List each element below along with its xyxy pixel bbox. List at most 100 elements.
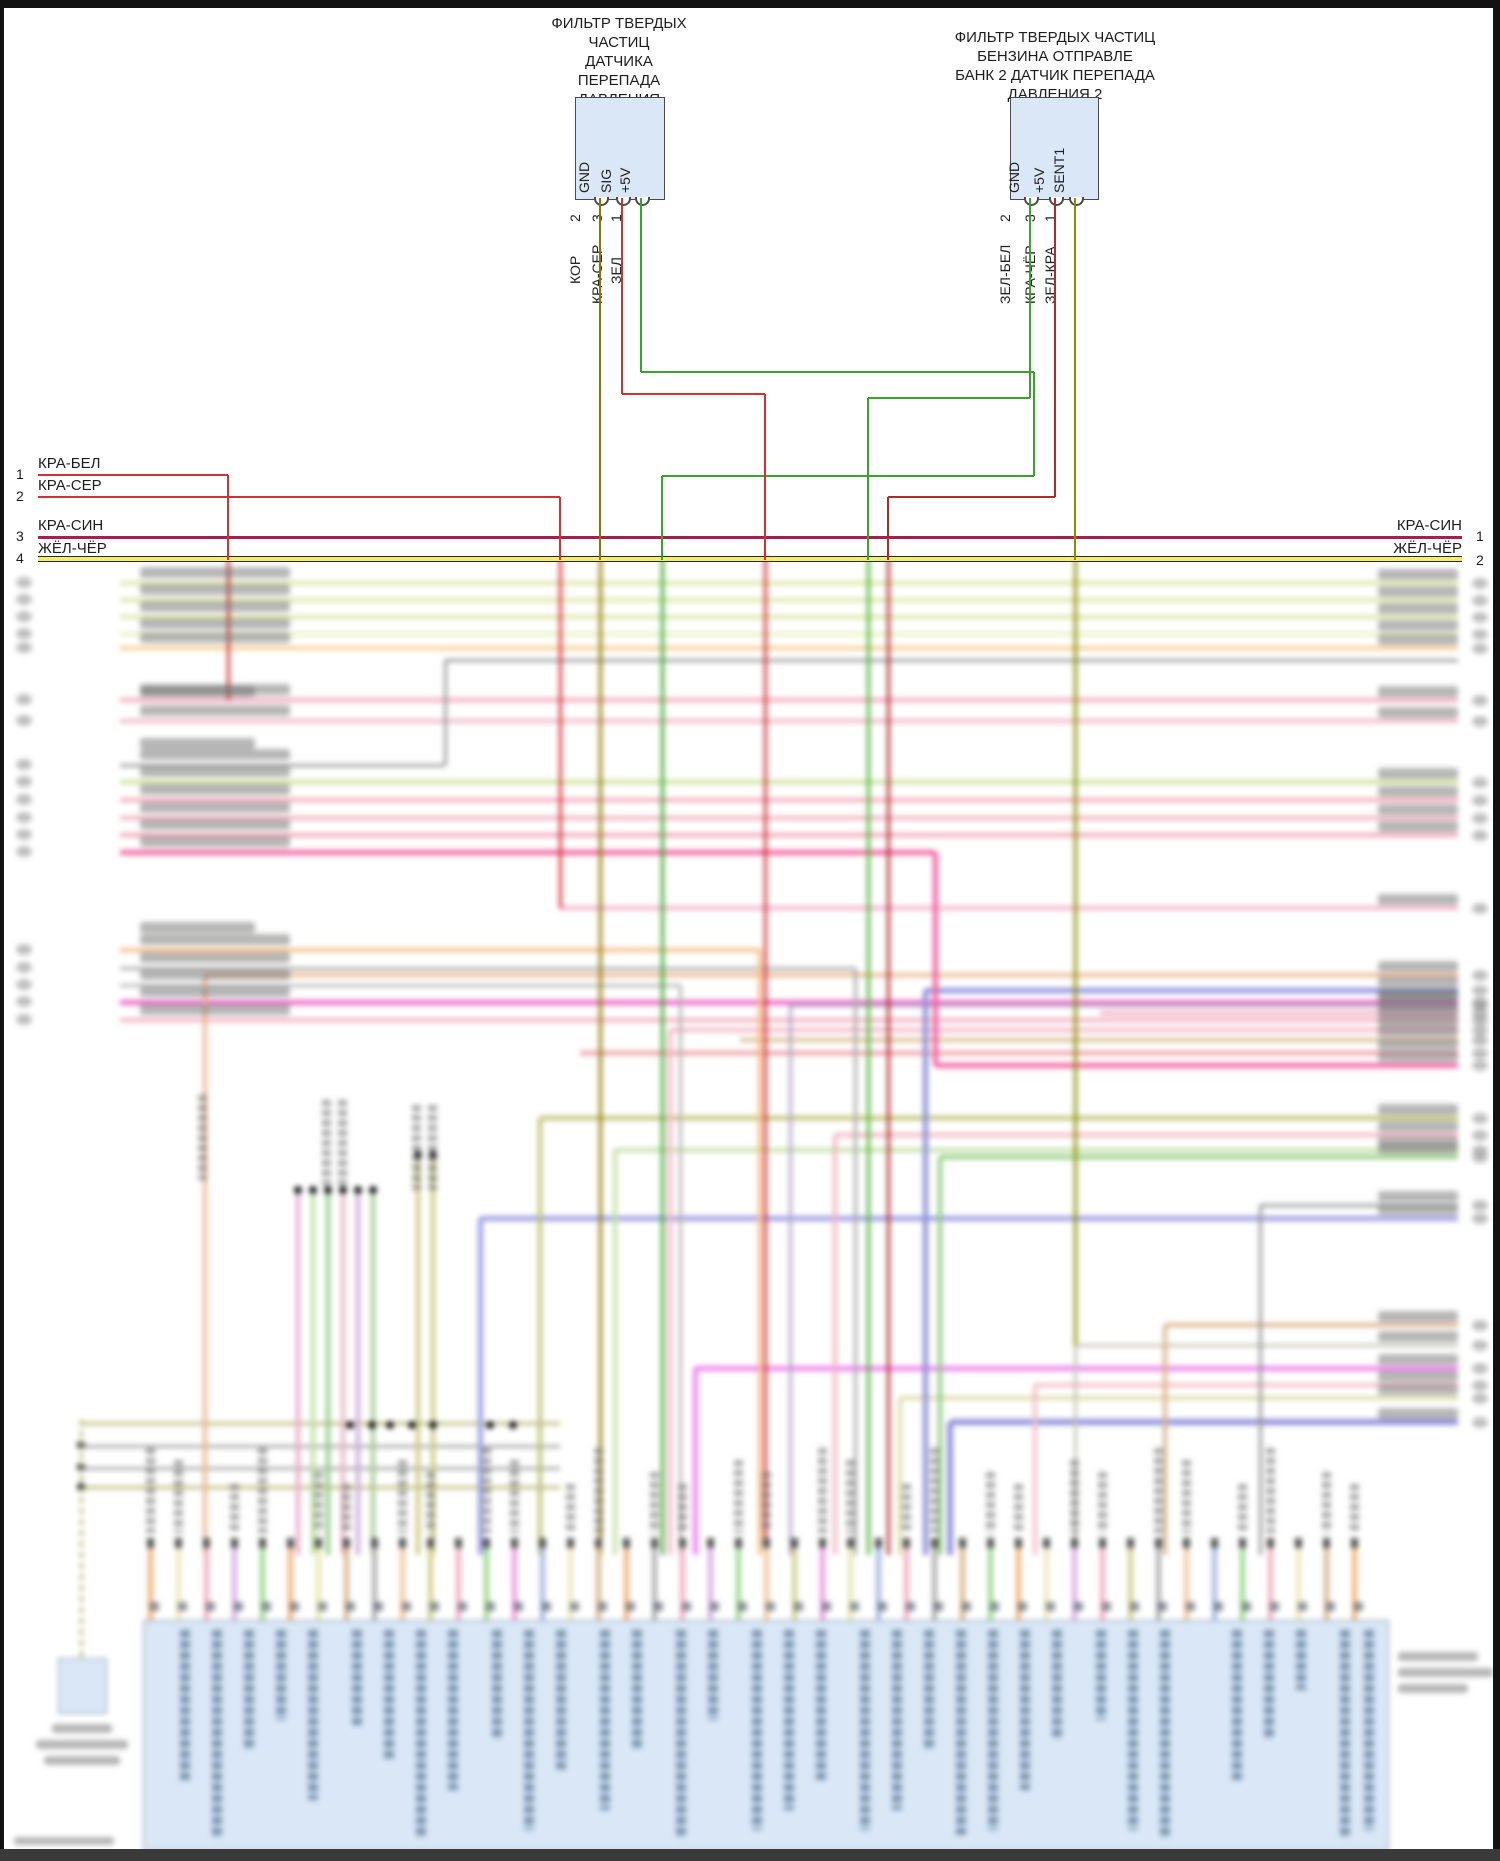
- wire-segment-blurred: [431, 1155, 435, 1555]
- pin-label-5v: +5V: [617, 167, 633, 193]
- connector-stub: [1212, 1545, 1217, 1622]
- stub-terminal: [1071, 1538, 1078, 1548]
- edge-number-blob: [1472, 985, 1488, 996]
- ground-connector-box: [58, 1658, 107, 1714]
- stub-terminal: [1211, 1538, 1218, 1548]
- wire-label-blob: [1378, 1039, 1458, 1050]
- ground-caption-blob: [36, 1740, 128, 1749]
- stub-terminal: [259, 1538, 266, 1548]
- connector-stub: [1184, 1545, 1189, 1622]
- wire-segment: [38, 474, 228, 476]
- wire-segment: [1033, 372, 1035, 476]
- wire-segment-blurred: [758, 950, 762, 1555]
- wire-segment-blurred: [296, 1190, 300, 1555]
- connector-stub: [764, 1545, 769, 1622]
- wire-segment-blurred: [120, 948, 760, 952]
- ecu-text-column: [276, 1630, 286, 1720]
- stub-terminal: [819, 1538, 826, 1548]
- edge-number-blob: [1472, 629, 1488, 640]
- wire-segment-blurred: [1075, 1343, 1458, 1347]
- stub-label-blob: [734, 1460, 743, 1533]
- edge-number-blob: [1472, 795, 1488, 806]
- wire-label-blob: [1378, 786, 1458, 797]
- left-sensor-title: ФИЛЬТР ТВЕРДЫХ ЧАСТИЦ ДАТЧИКА ПЕРЕПАДА Д…: [505, 14, 733, 109]
- pin-socket-icon: [1069, 197, 1084, 206]
- wire-segment-blurred: [947, 1422, 953, 1555]
- stub-terminal: [483, 1538, 490, 1548]
- stub-terminal: [763, 1538, 770, 1548]
- connector-stub: [932, 1545, 937, 1622]
- ecu-box: [143, 1620, 1389, 1850]
- wire-segment-blurred: [120, 983, 680, 987]
- stub-label-blob: [174, 1460, 183, 1533]
- connector-stub: [1128, 1545, 1133, 1622]
- stub-label-blob: [566, 1484, 575, 1533]
- edge-number-blob: [16, 628, 32, 639]
- left-sensor-title-line: ФИЛЬТР ТВЕРДЫХ: [551, 15, 687, 32]
- junction-dot: [346, 1421, 354, 1429]
- stub-label-blob: [1238, 1484, 1247, 1533]
- junction-dot: [294, 1186, 302, 1194]
- wire-segment-blurred: [120, 646, 1458, 650]
- connector-stub: [456, 1545, 461, 1622]
- stub-terminal: [567, 1538, 574, 1548]
- wire-segment-blurred: [120, 833, 1458, 837]
- stub-terminal: [959, 1538, 966, 1548]
- right-sensor-title-line: ФИЛЬТР ТВЕРДЫХ ЧАСТИЦ: [954, 29, 1156, 46]
- edge-number-blob: [1472, 1145, 1488, 1156]
- junction-dot: [354, 1186, 362, 1194]
- ecu-text-column: [816, 1630, 826, 1780]
- wire-segment-blurred: [82, 1444, 560, 1448]
- wire-segment-blurred: [935, 1062, 1458, 1068]
- wire-segment-blurred: [120, 966, 855, 970]
- ecu-text-column: [1364, 1630, 1374, 1830]
- wire-label-blob: [1378, 1104, 1458, 1115]
- connector-stub: [288, 1545, 293, 1622]
- stub-terminal: [1099, 1538, 1106, 1548]
- wire-label-blob: [1378, 961, 1458, 972]
- edge-number-blob: [16, 996, 32, 1007]
- edge-number-blob: [16, 944, 32, 955]
- pin-label-gnd: GND: [1006, 161, 1022, 193]
- wire-segment-blurred: [356, 1190, 360, 1555]
- pin-number: 2: [997, 214, 1013, 222]
- stub-label-blob: [678, 1484, 687, 1533]
- pin-socket-icon: [616, 197, 631, 206]
- stub-label-blob: [230, 1484, 239, 1533]
- stub-label-blob: [846, 1460, 855, 1533]
- wire-segment-blurred: [416, 1155, 420, 1555]
- ecu-side-label-blob: [1398, 1652, 1478, 1661]
- ecu-text-column: [1052, 1630, 1062, 1740]
- edge-number-blob: [1472, 695, 1488, 706]
- junction-dot: [429, 1421, 437, 1429]
- edge-number-blob: [1472, 1200, 1488, 1211]
- junction-dot: [339, 1186, 347, 1194]
- edge-number-blob: [16, 829, 32, 840]
- edge-number-blob: [16, 759, 32, 770]
- stub-terminal: [287, 1538, 294, 1548]
- wire-segment-blurred: [205, 973, 1458, 977]
- pin-label-5v: +5V: [1031, 167, 1047, 193]
- wire-segment-blurred: [695, 1365, 1458, 1371]
- ecu-text-column: [556, 1630, 566, 1770]
- wire-segment-blurred: [326, 1190, 330, 1555]
- wire-label-blob: [1378, 1384, 1458, 1395]
- connector-stub: [1016, 1545, 1021, 1622]
- stub-label-blob: [314, 1472, 323, 1533]
- wire-label-blob: [140, 766, 290, 777]
- wire-segment-blurred: [1035, 1383, 1458, 1387]
- ecu-text-column: [956, 1630, 966, 1835]
- wire-segment-blurred: [120, 798, 1458, 802]
- stub-terminal: [875, 1538, 882, 1548]
- connector-stub: [1296, 1545, 1301, 1622]
- wire-label-blob: [1378, 1408, 1458, 1419]
- pin-socket-icon: [635, 197, 650, 206]
- wire-label-blob: [140, 618, 290, 629]
- edge-number-blob: [16, 611, 32, 622]
- right-edge-label: КРА-СИН: [1396, 517, 1462, 534]
- edge-number-blob: [1472, 777, 1488, 788]
- stub-terminal: [1295, 1538, 1302, 1548]
- stub-terminal: [1239, 1538, 1246, 1548]
- right-edge-number: 2: [1476, 552, 1484, 568]
